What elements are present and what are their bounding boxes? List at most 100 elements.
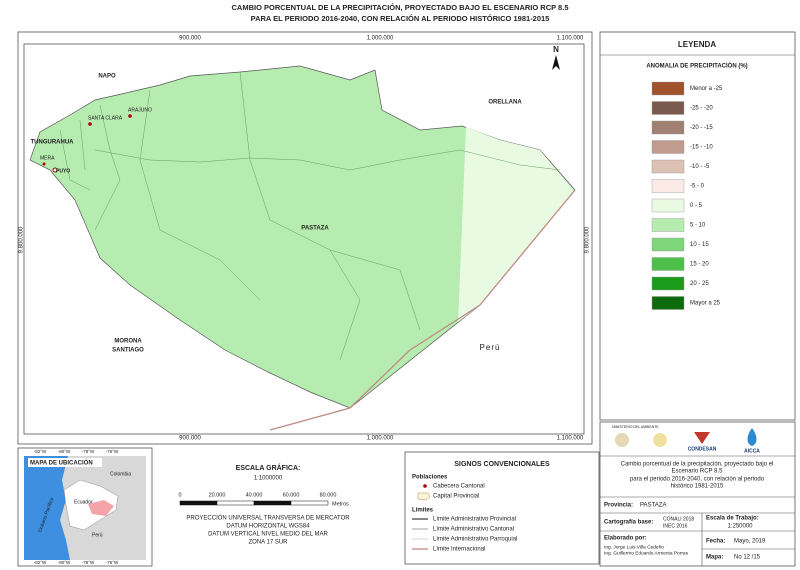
legend-label: 5 - 10	[690, 223, 706, 229]
scale-tick: 40.000	[246, 492, 263, 498]
info-value: CONALI 2018	[663, 516, 694, 522]
logo-text: CONDESAN	[688, 446, 717, 452]
legend-label: 20 - 25	[690, 281, 709, 287]
info-label: Escala de Trabajo:	[706, 516, 759, 522]
anomaly-zone	[458, 127, 574, 322]
town-label: MERA	[40, 155, 55, 161]
location-province	[88, 500, 114, 516]
signs-heading: Poblaciones	[412, 475, 448, 481]
legend-label: 0 - 5	[690, 203, 703, 209]
location-label: Perú	[92, 532, 103, 538]
legend-swatch	[651, 179, 685, 193]
info-value: PASTAZA	[640, 503, 666, 509]
scale-segment	[253, 500, 292, 506]
scale-segment	[179, 500, 218, 506]
signs-heading: Límites	[412, 508, 434, 514]
legend-swatch	[651, 120, 685, 135]
grid-label: 9.800.000	[585, 226, 591, 253]
scale-tick: 20.000	[209, 492, 226, 498]
info-label: Mapa:	[706, 555, 723, 561]
logo	[694, 432, 710, 444]
region-label: NAPO	[98, 74, 116, 80]
town-label: PUYO	[56, 168, 70, 174]
scale-tick: 60.000	[283, 492, 300, 498]
legend-swatch	[651, 159, 685, 174]
legend-swatch	[651, 101, 685, 115]
legend-label: -15 - -10	[690, 145, 713, 151]
description-line: histórico 1981-2015	[671, 484, 724, 490]
projection-line: ZONA 17 SUR	[248, 540, 288, 546]
legend-swatch	[651, 218, 685, 232]
location-tick: -82°W	[34, 449, 47, 454]
region-label: ORELLANA	[488, 100, 522, 106]
scale-segment	[216, 500, 255, 506]
logo	[615, 433, 629, 447]
location-label: Colombia	[110, 471, 131, 477]
projection-line: DATUM VERTICAL NIVEL MEDIO DEL MAR	[208, 532, 328, 538]
scale-unit: Metros	[332, 501, 349, 507]
parish-limits	[59, 71, 561, 361]
grid-label: 1.000.000	[367, 36, 394, 42]
location-tick: -78°W	[82, 560, 95, 565]
scale-tick: 0	[178, 492, 181, 498]
legend-swatch	[651, 237, 685, 252]
info-label: Provincia:	[604, 503, 633, 509]
legend-frame	[599, 31, 796, 421]
legend-label: -25 - -20	[690, 106, 713, 112]
region-label: Perú	[480, 343, 501, 352]
info-value: Ing. Guillermo Eduardo Armenta Porras	[604, 550, 689, 556]
legend-label: -20 - -15	[690, 125, 713, 131]
legend-swatch	[651, 140, 685, 154]
town-label: ARAJUNO	[128, 107, 152, 113]
legend-label: -5 - 0	[690, 184, 705, 190]
location-tick: -82°W	[34, 560, 47, 565]
location-tick: -80°W	[58, 560, 71, 565]
location-frame	[17, 447, 153, 567]
sign-label: Capital Provincial	[433, 494, 479, 500]
scale-segment	[290, 500, 329, 506]
signs-title: SIGNOS CONVENCIONALES	[454, 461, 550, 468]
sign-label: Límite Administrativo Cantonal	[433, 527, 514, 533]
location-title: MAPA DE UBICACIÓN	[30, 459, 93, 467]
scale-ratio: 1:1000000	[254, 476, 283, 482]
info-value: Mayo, 2019	[734, 539, 766, 545]
signs-frame	[404, 451, 600, 565]
town-label: SANTA CLARA	[88, 115, 123, 121]
info-value: No 12 /15	[734, 555, 761, 561]
region-label: TUNGURAHUA	[31, 140, 75, 146]
grid-label: 1.100.000	[557, 36, 584, 42]
legend-swatch	[651, 296, 685, 310]
info-value: INEC 2016	[663, 523, 688, 529]
capital-marker	[52, 167, 58, 173]
logo-text: MINISTERIO DEL AMBIENTE	[612, 425, 659, 429]
legend-swatch	[651, 257, 685, 271]
grid-label: 1.000.000	[367, 436, 394, 442]
location-ocean	[24, 456, 70, 560]
sign-symbol	[423, 484, 427, 488]
legend-swatch	[651, 276, 685, 291]
legend-label: Mayor a 25	[690, 301, 721, 307]
north-arrow	[552, 55, 560, 70]
legend-label: -10 - -5	[690, 164, 710, 170]
legend-subtitle: ANOMALIA DE PRECIPITACIÓN (%)	[646, 62, 747, 70]
location-label: Ecuador	[74, 499, 93, 505]
info-value: 1:250000	[727, 524, 753, 530]
description-line: Cambio porcentual de la precipitación, p…	[621, 462, 774, 468]
sign-symbol	[417, 492, 431, 501]
legend-label: Menor a -25	[690, 86, 723, 92]
grid-label: 900.000	[179, 36, 201, 42]
location-tick: -78°W	[82, 449, 95, 454]
location-title-bg	[28, 458, 102, 467]
map-inner-frame	[23, 43, 585, 435]
grid-label: 900.000	[179, 436, 201, 442]
location-tick: -76°W	[106, 560, 119, 565]
description-line: para el periodo 2016-2040, con relación …	[630, 477, 765, 483]
grid-label: 1.100.000	[557, 436, 584, 442]
legend-label: 10 - 15	[690, 242, 709, 248]
info-value: Ing. Jorge Luis Villa Cedeño	[604, 544, 664, 550]
sign-label: Límite Administrativo Provincial	[433, 517, 516, 523]
map-frame	[17, 31, 593, 445]
title-line: CAMBIO PORCENTUAL DE LA PRECIPITACIÓN, P…	[232, 3, 569, 12]
region-label: SANTIAGO	[112, 348, 144, 354]
